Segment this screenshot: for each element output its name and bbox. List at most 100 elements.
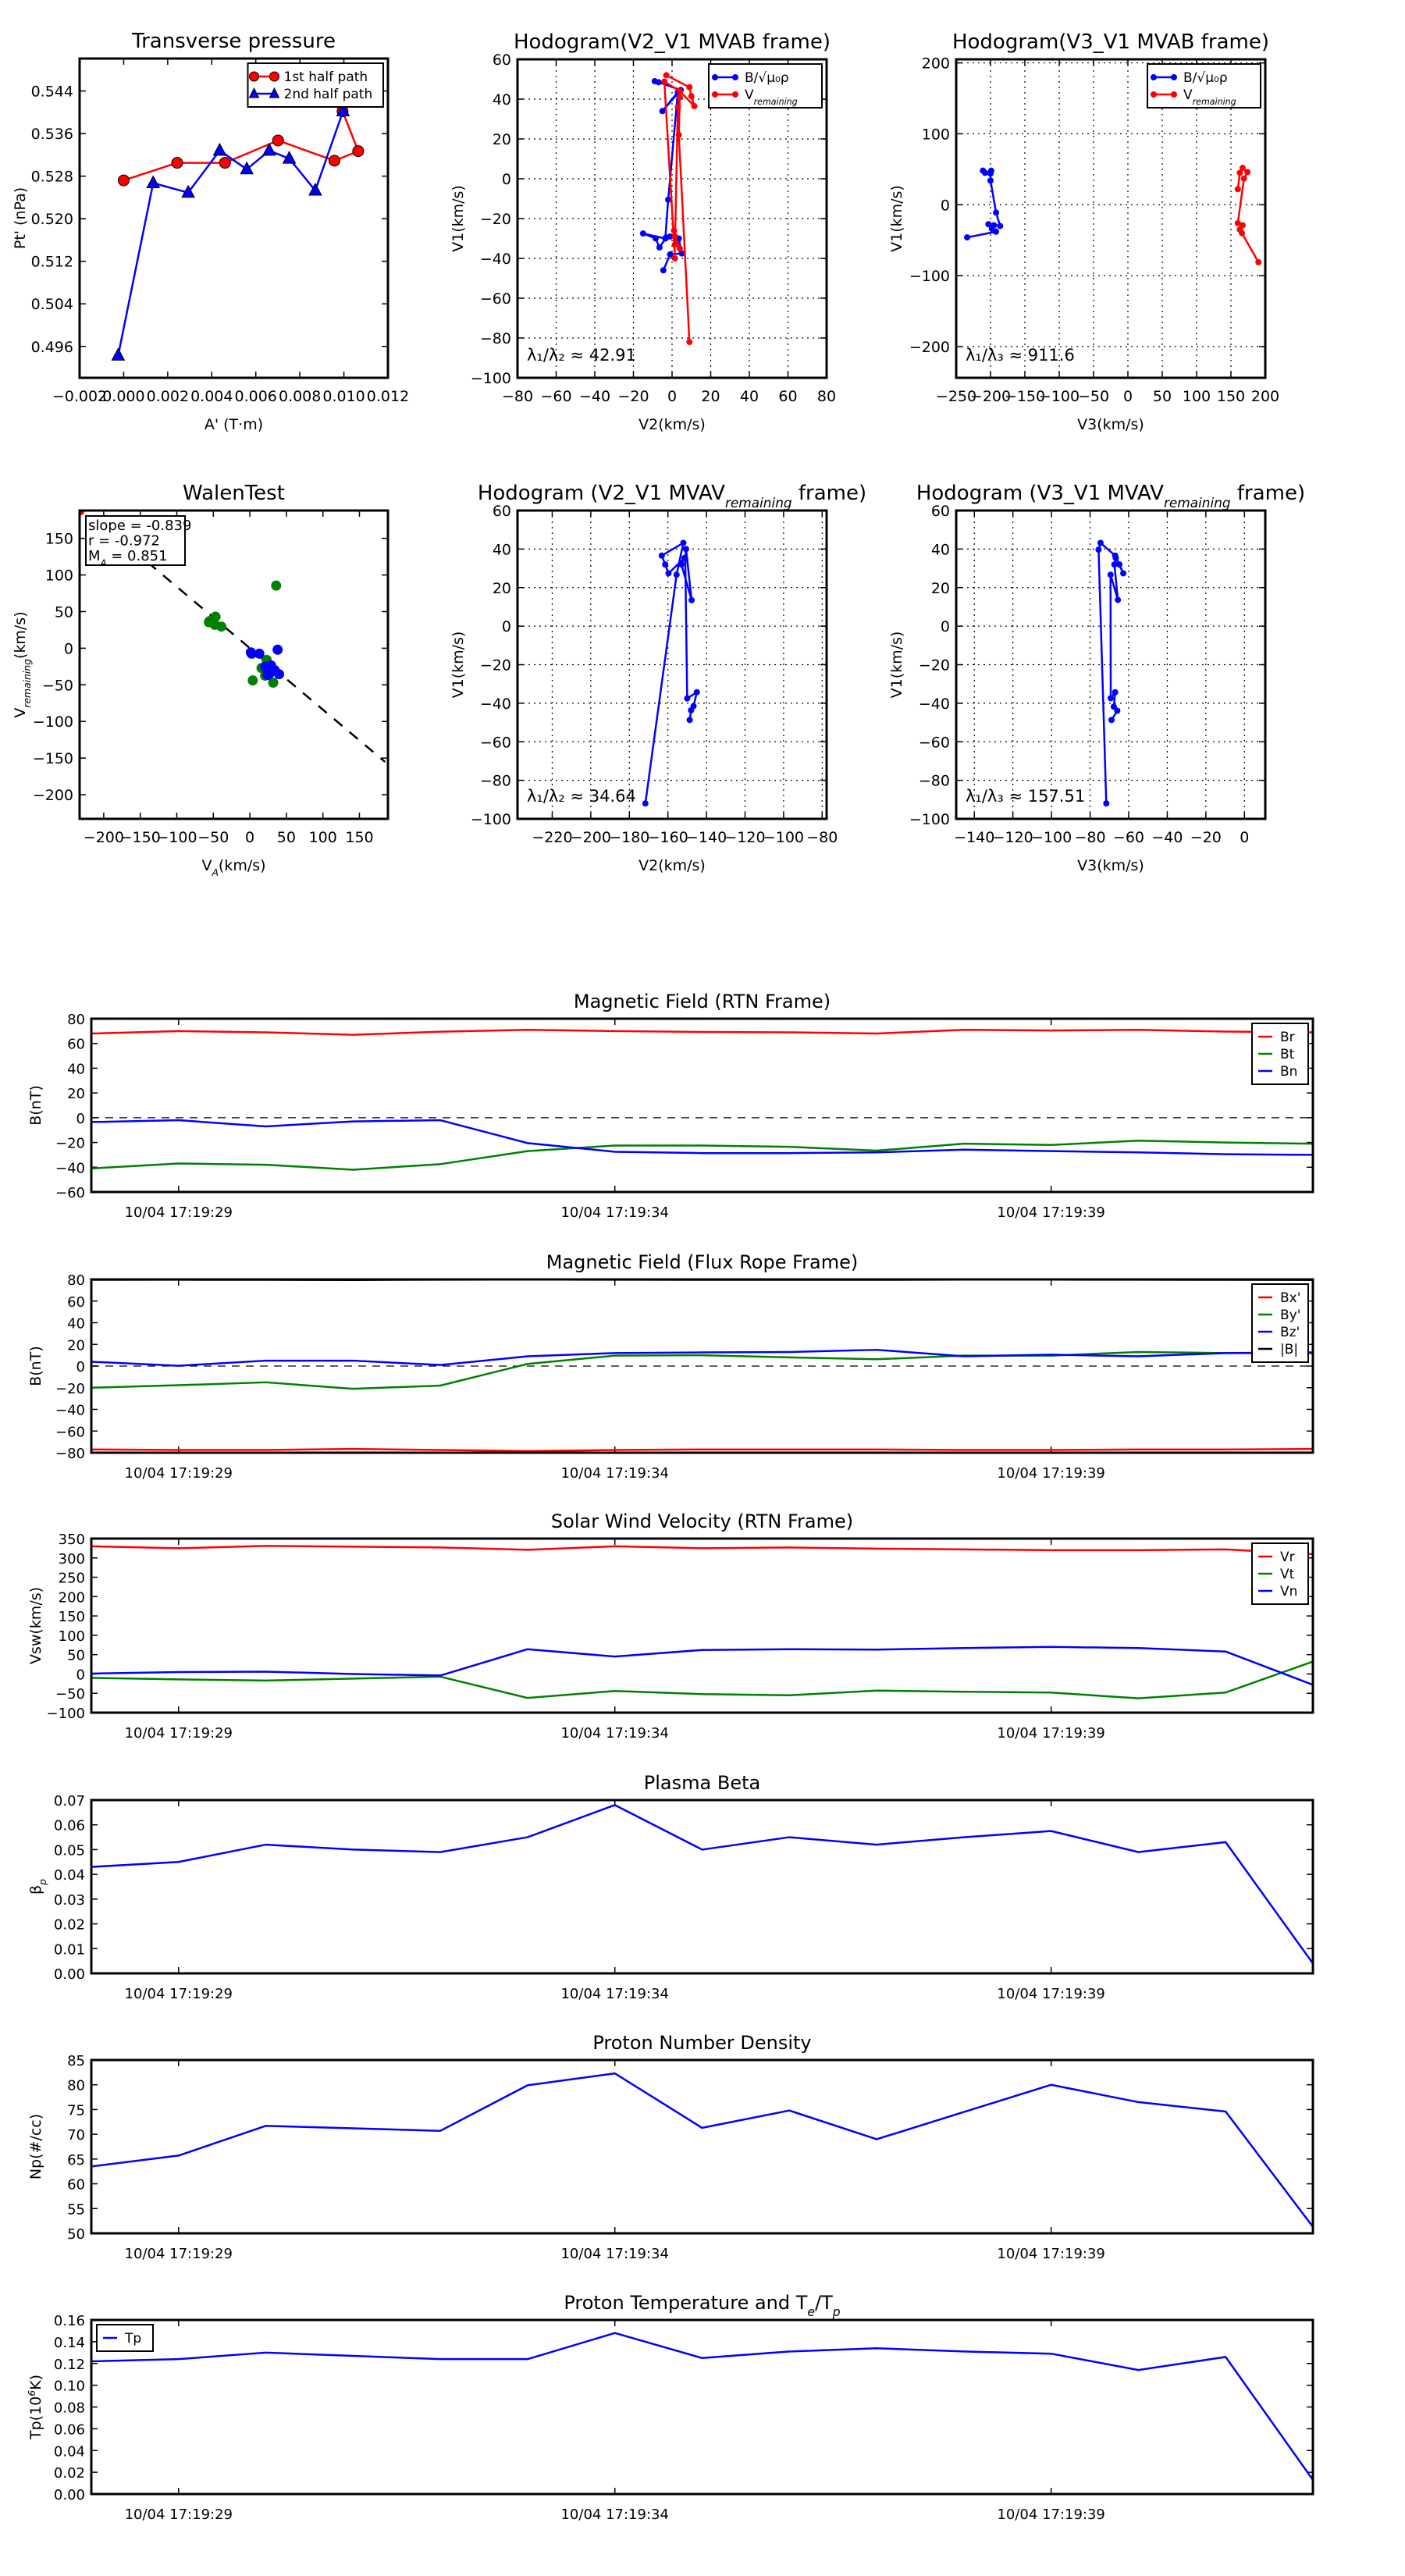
x-tick-label: 10/04 17:19:29	[125, 2507, 233, 2523]
x-tick-label: 0	[1240, 829, 1249, 846]
data-point	[1236, 169, 1243, 176]
label-sub: remaining	[1193, 97, 1236, 107]
y-tick-label: 60	[67, 1294, 85, 1311]
legend-label: 2nd half path	[284, 87, 373, 102]
legend-marker	[712, 91, 718, 98]
x-tick-label: −40	[579, 388, 610, 405]
y-axis-label: βp	[27, 1879, 48, 1895]
label-sub: A	[100, 557, 107, 568]
data-point	[272, 134, 284, 147]
y-tick-label: 50	[67, 2226, 85, 2243]
legend-marker	[269, 71, 279, 82]
legend-label: Bz'	[1280, 1325, 1300, 1340]
y-tick-label: 80	[67, 1012, 85, 1028]
data-point	[665, 570, 672, 577]
y-tick-label: −60	[480, 290, 511, 308]
x-tick-label: −40	[1151, 829, 1183, 846]
axes-frame	[90, 1017, 1314, 1194]
data-point	[642, 800, 649, 807]
data-point	[1240, 175, 1247, 182]
y-tick-label: −20	[480, 657, 511, 674]
y-axis-label: Pt' (nPa)	[12, 187, 29, 249]
label-part: β	[27, 1885, 44, 1895]
legend-label: Br	[1280, 1030, 1295, 1045]
label-part: V	[745, 87, 754, 103]
x-tick-label: 10/04 17:19:29	[125, 1465, 233, 1482]
data-point	[686, 717, 693, 724]
legend-label: Bx'	[1280, 1290, 1300, 1306]
label-part: /T	[815, 2292, 833, 2314]
axes-frame	[90, 1537, 1314, 1714]
data-point	[1111, 561, 1118, 568]
data-point	[1234, 186, 1241, 193]
x-tick-label: 10/04 17:19:29	[125, 1725, 233, 1742]
y-tick-label: −100	[909, 268, 950, 285]
y-tick-label: −100	[471, 370, 511, 387]
data-point	[981, 169, 988, 176]
chart-title: Hodogram(V3_V1 MVAB frame)	[952, 30, 1269, 54]
y-tick-label: 0.02	[54, 2465, 85, 2482]
y-tick-label: 0.10	[54, 2379, 85, 2395]
x-tick-label: 10/04 17:19:39	[997, 1204, 1104, 1221]
plot-area	[91, 2072, 1313, 2228]
y-tick-label: −40	[480, 696, 511, 713]
x-tick-label: 10/04 17:19:39	[997, 1465, 1104, 1482]
y-axis-label: B(nT)	[27, 1346, 44, 1386]
x-tick-label: −20	[1190, 829, 1222, 846]
x-tick-label: −100	[1031, 829, 1072, 846]
y-tick-label: 0.536	[31, 126, 73, 143]
x-tick-label: 200	[1251, 388, 1279, 405]
x-tick-label: −50	[1078, 388, 1109, 405]
legend: Br Bt Bn	[1251, 1023, 1309, 1085]
data-point	[240, 161, 254, 175]
x-tick-label: 0	[245, 829, 254, 846]
x-tick-label: −20	[617, 388, 649, 405]
x-tick-label: 0.004	[190, 388, 233, 405]
data-point	[254, 648, 265, 659]
chart-tp: Proton Temperature and Te/Tp 10/04 17:19:…	[27, 2292, 1314, 2523]
data-point	[656, 244, 663, 251]
y-tick-label: 100	[45, 568, 73, 585]
y-tick-label: −100	[909, 811, 950, 828]
x-axis-label: V3(km/s)	[1077, 416, 1144, 433]
y-tick-label: 20	[493, 580, 511, 597]
legend: 1st half path 2nd half path	[247, 62, 384, 108]
data-point	[1097, 539, 1104, 546]
chart-title: Transverse pressure	[131, 30, 336, 53]
legend-label: Vn	[1280, 1584, 1297, 1599]
plot-area	[964, 165, 1262, 265]
x-axis-label: V3(km/s)	[1077, 857, 1144, 874]
legend-label: Vr	[1280, 1550, 1295, 1565]
legend-label: B/√μ₀ρ	[745, 70, 789, 86]
data-point	[671, 255, 678, 262]
x-tick-label: −80	[502, 388, 533, 405]
data-point	[1110, 703, 1117, 710]
y-tick-label: 200	[922, 55, 950, 73]
y-tick-label: −200	[909, 339, 950, 356]
x-tick-label: −180	[609, 829, 649, 846]
label-part: V	[1183, 87, 1193, 103]
y-tick-label: −20	[480, 211, 511, 228]
series-line-2	[91, 1119, 1313, 1156]
plot-area	[91, 1545, 1313, 1699]
data-point	[671, 241, 678, 248]
x-tick-label: −140	[686, 829, 727, 846]
y-tick-label: −60	[55, 1185, 85, 1201]
label-part: M	[88, 548, 101, 564]
y-tick-label: 0.04	[54, 2443, 85, 2460]
y-tick-label: 0.14	[54, 2335, 85, 2351]
y-tick-label: 40	[931, 541, 950, 558]
x-tick-label: −80	[1074, 829, 1105, 846]
axes-frame	[516, 58, 828, 379]
data-point	[691, 102, 698, 109]
label-sub: remaining	[22, 659, 33, 708]
label-sub: remaining	[754, 97, 798, 107]
chart-title: Magnetic Field (RTN Frame)	[574, 991, 831, 1012]
data-point	[1234, 219, 1241, 226]
y-tick-label: 0.07	[54, 1793, 85, 1809]
y-axis-label: V1(km/s)	[888, 185, 905, 252]
label-part: frame)	[792, 482, 867, 505]
y-tick-label: 60	[67, 1037, 85, 1053]
y-tick-label: −100	[33, 713, 73, 731]
